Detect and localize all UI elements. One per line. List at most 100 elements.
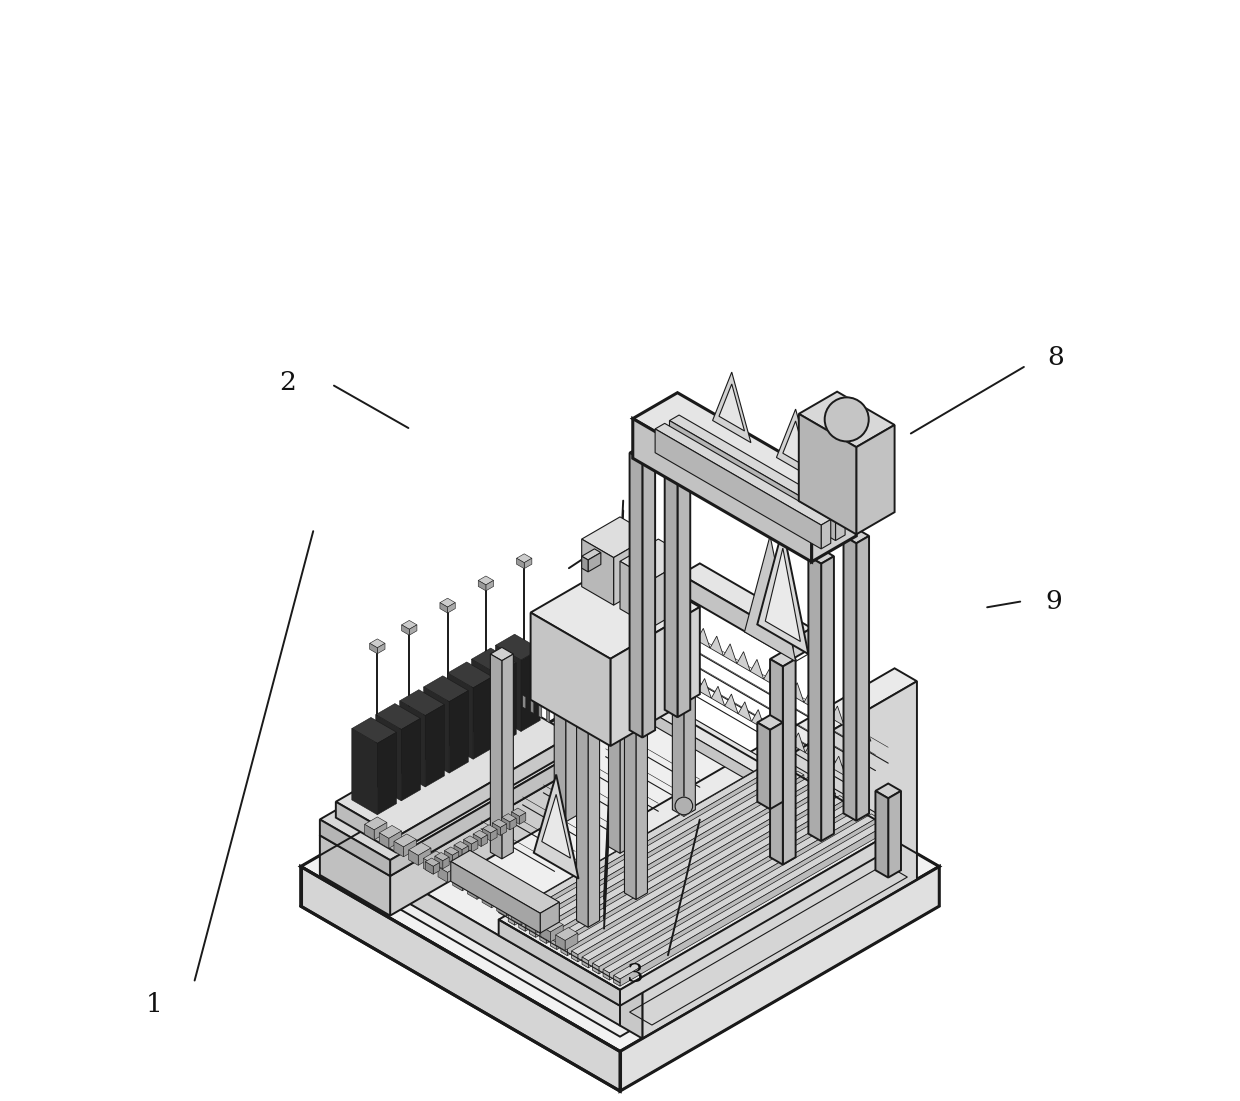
Polygon shape [498, 761, 894, 990]
Polygon shape [453, 868, 475, 881]
Polygon shape [497, 894, 520, 906]
Polygon shape [365, 825, 374, 840]
Polygon shape [482, 825, 497, 833]
Polygon shape [482, 828, 491, 841]
Polygon shape [518, 920, 526, 931]
Polygon shape [533, 774, 579, 879]
Polygon shape [792, 733, 805, 753]
Polygon shape [620, 824, 888, 986]
Polygon shape [440, 602, 448, 613]
Polygon shape [758, 715, 782, 730]
Polygon shape [301, 866, 620, 1091]
Polygon shape [565, 934, 578, 950]
Polygon shape [502, 654, 513, 859]
Polygon shape [831, 706, 844, 726]
Polygon shape [808, 556, 821, 841]
Polygon shape [474, 830, 487, 839]
Polygon shape [377, 732, 397, 815]
Polygon shape [463, 846, 469, 858]
Polygon shape [320, 836, 391, 916]
Polygon shape [433, 857, 445, 874]
Polygon shape [684, 671, 698, 690]
Polygon shape [672, 604, 696, 618]
Polygon shape [588, 722, 600, 927]
Polygon shape [425, 858, 440, 866]
Polygon shape [508, 759, 782, 918]
Polygon shape [765, 548, 800, 642]
Polygon shape [525, 558, 532, 568]
Polygon shape [844, 713, 858, 733]
Polygon shape [655, 429, 821, 549]
Polygon shape [593, 963, 599, 974]
Polygon shape [614, 820, 888, 979]
Polygon shape [821, 520, 831, 549]
Polygon shape [610, 607, 699, 746]
Polygon shape [346, 847, 620, 1025]
Polygon shape [642, 682, 916, 1038]
Polygon shape [670, 415, 846, 516]
Polygon shape [433, 863, 440, 874]
Polygon shape [440, 598, 455, 607]
Polygon shape [620, 648, 631, 853]
Polygon shape [352, 729, 377, 815]
Polygon shape [609, 642, 631, 655]
Polygon shape [490, 647, 513, 661]
Polygon shape [491, 891, 505, 908]
Polygon shape [593, 808, 867, 967]
Polygon shape [479, 580, 486, 591]
Polygon shape [614, 975, 620, 986]
Polygon shape [744, 490, 827, 538]
Polygon shape [799, 414, 857, 534]
Polygon shape [610, 818, 878, 980]
Polygon shape [652, 557, 691, 628]
Polygon shape [875, 791, 888, 877]
Polygon shape [379, 832, 389, 848]
Polygon shape [336, 700, 572, 837]
Polygon shape [346, 688, 894, 1005]
Polygon shape [511, 811, 520, 825]
Polygon shape [451, 850, 559, 913]
Polygon shape [770, 722, 782, 809]
Polygon shape [435, 857, 443, 869]
Polygon shape [536, 916, 548, 934]
Polygon shape [529, 927, 536, 937]
Polygon shape [843, 528, 869, 543]
Polygon shape [582, 539, 614, 606]
Polygon shape [409, 625, 417, 635]
Polygon shape [496, 634, 541, 661]
Polygon shape [821, 556, 835, 841]
Polygon shape [506, 900, 520, 916]
Polygon shape [620, 562, 652, 628]
Polygon shape [435, 852, 449, 861]
Polygon shape [531, 560, 699, 658]
Polygon shape [542, 794, 570, 858]
Polygon shape [719, 384, 744, 430]
Polygon shape [758, 528, 808, 654]
Polygon shape [556, 927, 578, 940]
Polygon shape [508, 914, 515, 925]
Polygon shape [604, 685, 879, 855]
Polygon shape [409, 842, 432, 855]
Polygon shape [738, 701, 751, 721]
Polygon shape [443, 857, 449, 869]
Polygon shape [479, 576, 494, 585]
Polygon shape [379, 826, 402, 838]
Polygon shape [560, 789, 836, 949]
Polygon shape [539, 933, 547, 944]
Polygon shape [453, 875, 463, 891]
Polygon shape [467, 876, 490, 890]
Polygon shape [448, 865, 460, 882]
Polygon shape [551, 783, 825, 942]
Polygon shape [572, 951, 578, 962]
Polygon shape [448, 602, 455, 613]
Polygon shape [391, 749, 582, 876]
Polygon shape [531, 612, 610, 746]
Polygon shape [394, 841, 403, 857]
Polygon shape [765, 718, 779, 737]
Polygon shape [554, 610, 577, 623]
Polygon shape [365, 817, 387, 830]
Polygon shape [811, 497, 857, 562]
Polygon shape [724, 694, 738, 713]
Polygon shape [630, 580, 641, 785]
Polygon shape [518, 765, 794, 924]
